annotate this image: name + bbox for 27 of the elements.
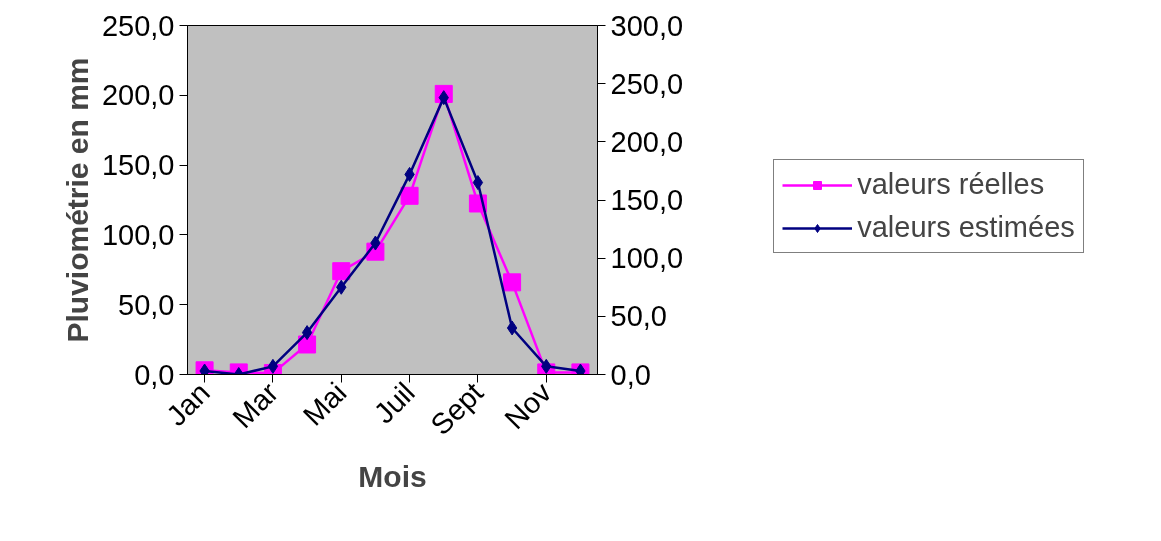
y2-tick-label: 50,0 [610,300,667,333]
y-tick-label: 100,0 [101,218,175,251]
point [301,325,313,341]
y-tick-label: 200,0 [101,79,175,112]
y2-tick-label: 250,0 [610,67,684,100]
point [506,320,518,336]
x-tick-label: Nov [498,375,558,436]
y-tick-label: 250,0 [101,9,175,42]
y-axis-title: Pluviométrie en mm [60,57,94,343]
legend-label: valeurs réelles [857,168,1045,201]
point [472,175,484,191]
y2-tick-label: 0,0 [610,358,651,391]
y2-tick-label: 300,0 [610,9,684,42]
x-axis-title: Mois [358,460,427,494]
x-tick-label: Mai [296,376,353,432]
point [267,358,279,374]
y2-tick-label: 200,0 [610,125,684,158]
y2-tick-label: 100,0 [610,242,684,275]
legend-label: valeurs estimées [857,211,1075,244]
point [332,262,351,281]
y-tick-label: 50,0 [118,288,175,321]
x-tick-label: Mar [226,375,285,435]
point [400,186,419,205]
y-tick-label: 150,0 [101,149,175,182]
x-tick-label: Juil [367,376,421,430]
y2-tick-label: 150,0 [610,184,684,216]
point [503,273,522,292]
